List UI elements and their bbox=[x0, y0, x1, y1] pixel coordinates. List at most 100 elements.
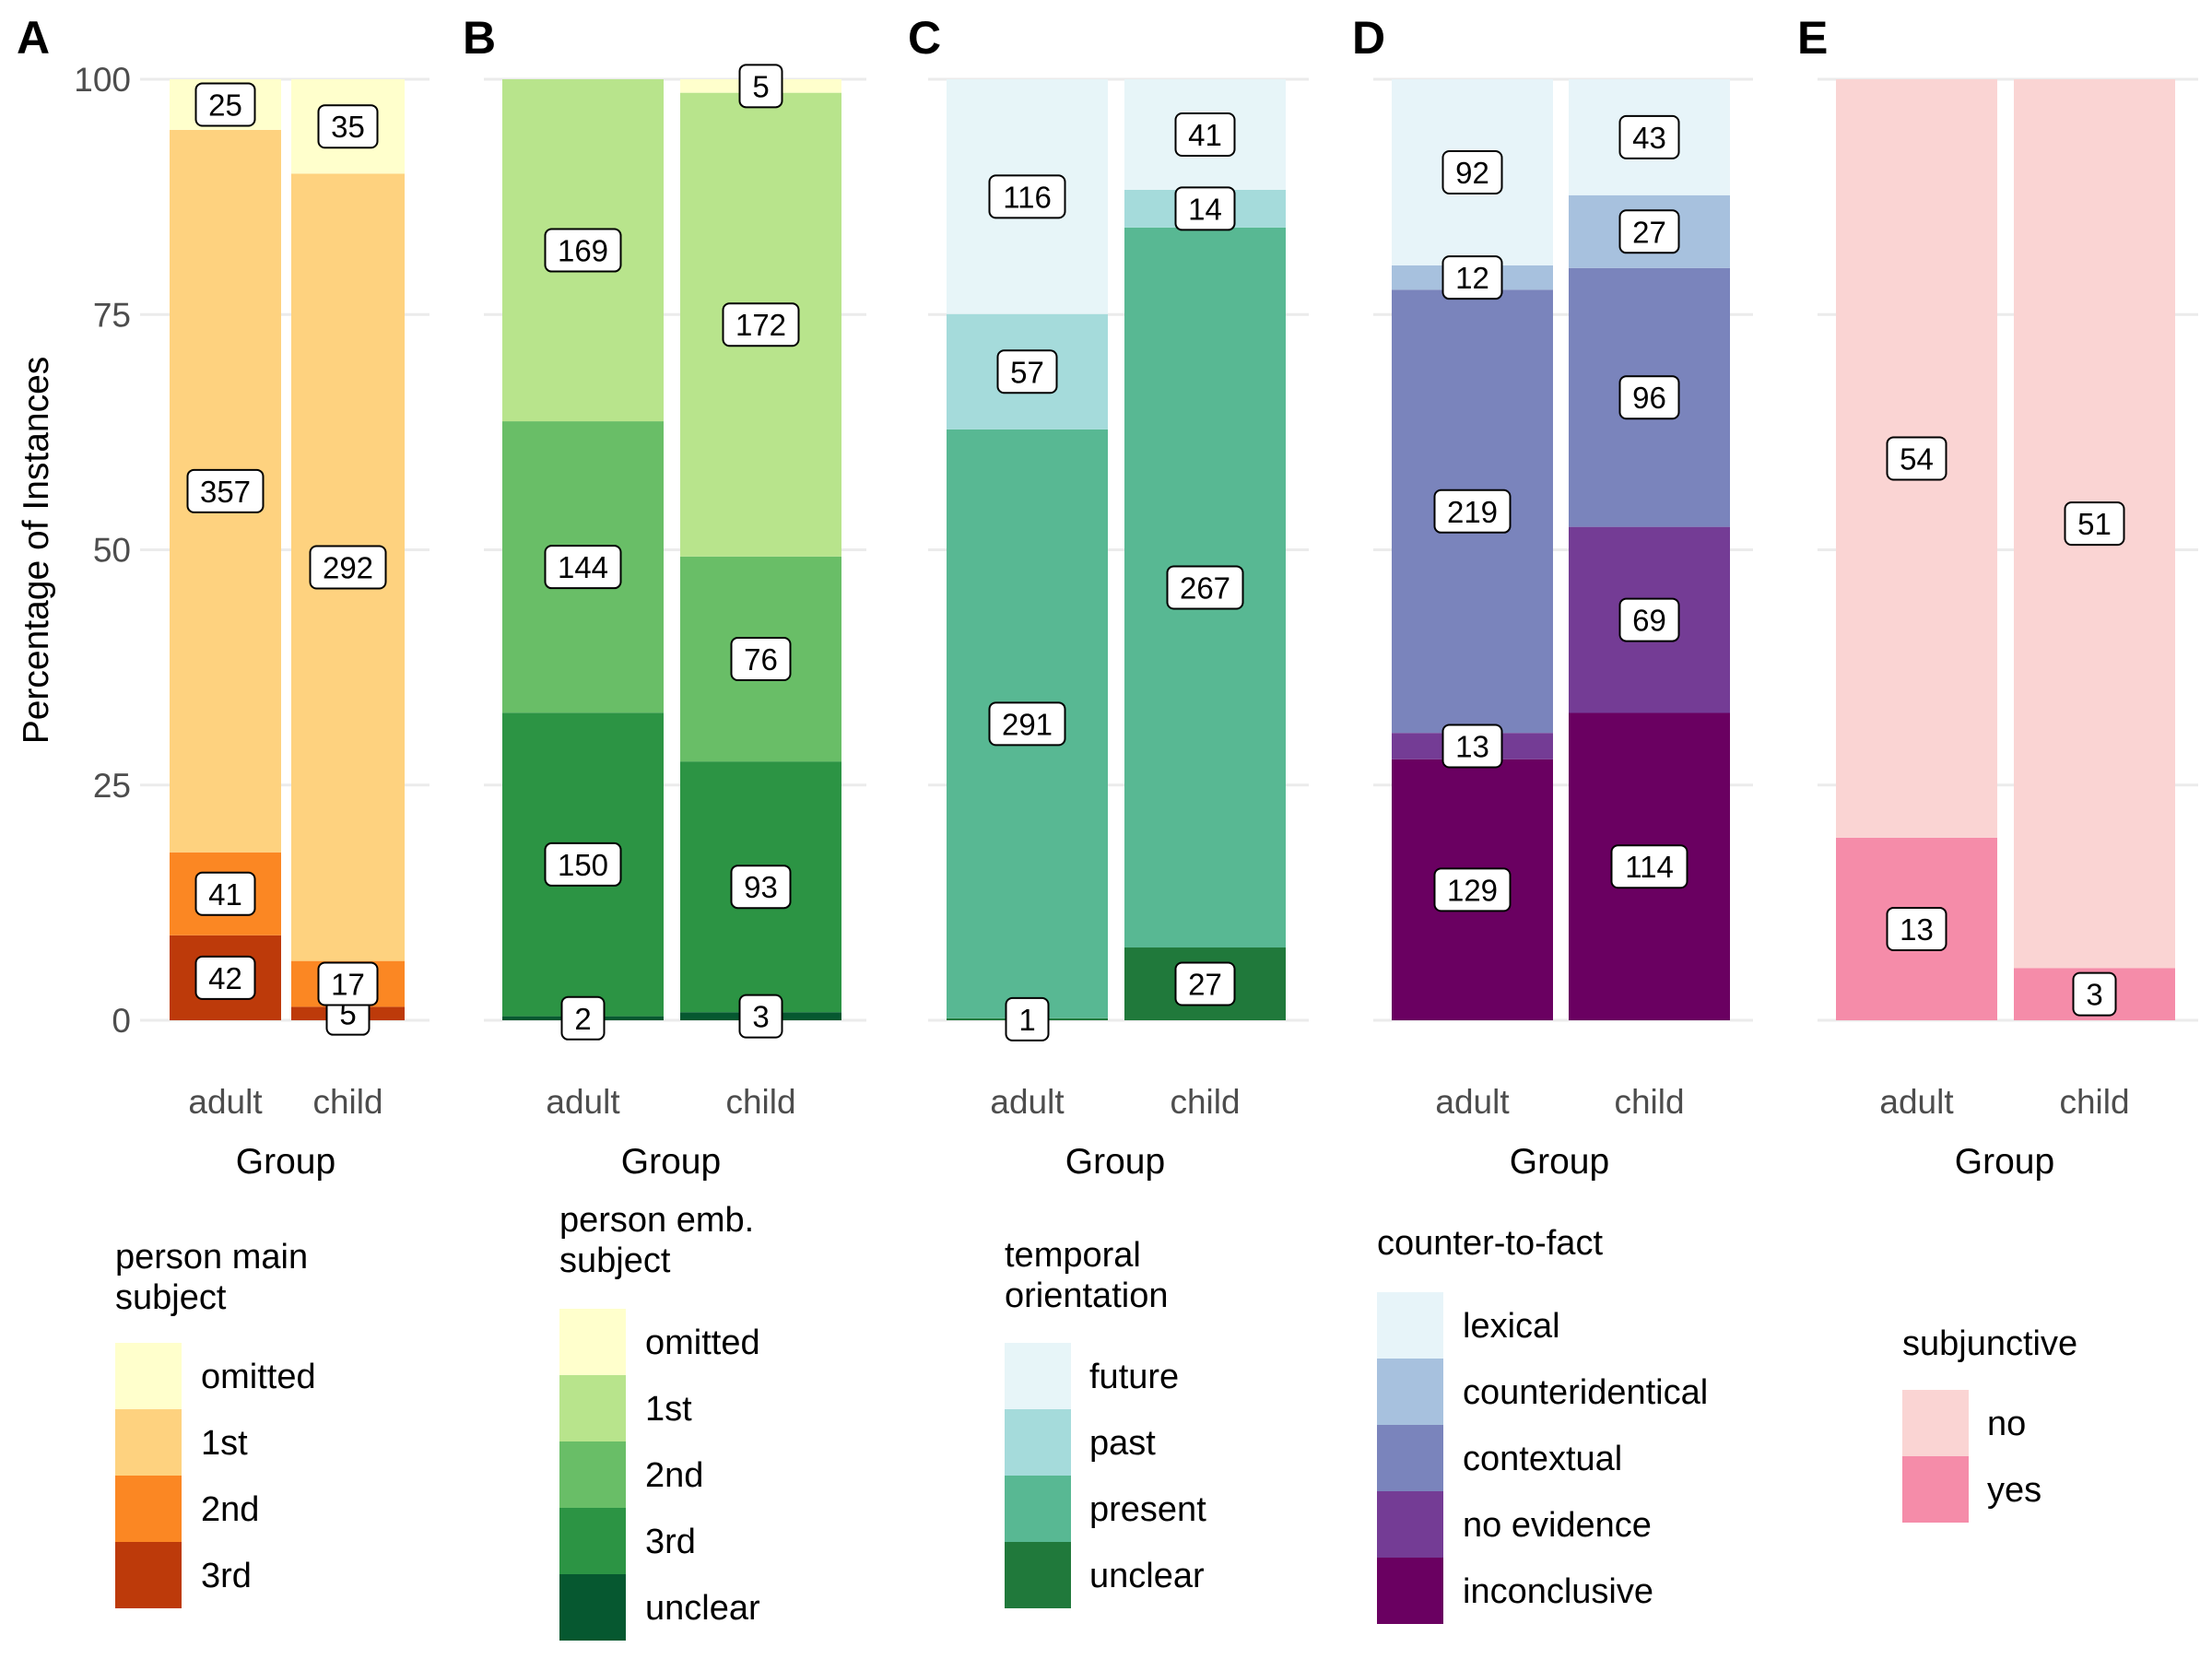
legend-title: temporal orientation bbox=[1005, 1236, 1168, 1315]
svg-text:3: 3 bbox=[2086, 978, 2102, 1012]
legend-key bbox=[1902, 1456, 1969, 1523]
legend-label: present bbox=[1089, 1490, 1206, 1529]
data-label-child-2nd: 17 bbox=[317, 961, 379, 1006]
x-tick-label-child: child bbox=[312, 1083, 382, 1121]
legend-title: subjunctive bbox=[1902, 1324, 2077, 1363]
data-label-child-unclear: 27 bbox=[1174, 961, 1236, 1006]
svg-text:54: 54 bbox=[1900, 441, 1934, 476]
svg-text:144: 144 bbox=[558, 550, 608, 584]
svg-text:2: 2 bbox=[574, 1002, 591, 1036]
data-label-child-1st: 172 bbox=[722, 302, 800, 347]
x-axis-title: Group bbox=[1510, 1142, 1609, 1182]
legend-key bbox=[559, 1574, 626, 1641]
data-label-adult-contextual: 219 bbox=[1433, 488, 1512, 534]
svg-text:12: 12 bbox=[1455, 261, 1489, 295]
y-tick-label: 50 bbox=[93, 532, 131, 570]
data-label-child-yes: 3 bbox=[2072, 971, 2117, 1017]
svg-text:172: 172 bbox=[735, 308, 786, 342]
panel-letter: A bbox=[17, 12, 50, 64]
x-axis-title: Group bbox=[621, 1142, 721, 1182]
svg-text:129: 129 bbox=[1447, 873, 1498, 907]
data-label-adult-no: 54 bbox=[1886, 436, 1947, 481]
svg-text:41: 41 bbox=[208, 877, 242, 912]
x-tick-label-adult: adult bbox=[1879, 1083, 1954, 1121]
legend-label: unclear bbox=[645, 1589, 760, 1628]
data-label-adult-future: 116 bbox=[988, 174, 1066, 219]
svg-text:51: 51 bbox=[2077, 507, 2112, 541]
svg-text:76: 76 bbox=[744, 642, 778, 677]
legend-key bbox=[1377, 1359, 1443, 1425]
data-label-adult-unclear: 2 bbox=[560, 995, 606, 1041]
data-label-child-omitted: 35 bbox=[317, 104, 379, 149]
data-label-adult-3rd: 42 bbox=[194, 955, 256, 1000]
legend: subjunctive no yes bbox=[1902, 1324, 2077, 1523]
x-tick-label-child: child bbox=[1614, 1083, 1684, 1121]
data-label-child-future: 41 bbox=[1174, 112, 1236, 157]
svg-text:57: 57 bbox=[1010, 355, 1044, 389]
legend-label: lexical bbox=[1463, 1307, 1560, 1346]
svg-text:92: 92 bbox=[1455, 156, 1489, 190]
legend-key bbox=[1377, 1558, 1443, 1624]
legend-item-omitted: omitted bbox=[559, 1309, 760, 1375]
legend: person emb. subject omitted 1st 2nd 3rd unclea… bbox=[559, 1201, 760, 1641]
legend-label: 2nd bbox=[645, 1456, 703, 1495]
legend-label: contextual bbox=[1463, 1440, 1622, 1478]
data-label-child-present: 267 bbox=[1166, 565, 1244, 610]
x-axis-title: Group bbox=[1955, 1142, 2054, 1182]
legend-label: counteridentical bbox=[1463, 1373, 1708, 1412]
svg-text:27: 27 bbox=[1632, 215, 1666, 249]
y-tick-label: 25 bbox=[93, 767, 131, 805]
y-axis-title: Percentage of Instances bbox=[17, 357, 56, 745]
legend-label: no bbox=[1987, 1405, 2026, 1443]
legend-item-yes: yes bbox=[1902, 1456, 2041, 1523]
data-label-adult-yes: 13 bbox=[1886, 906, 1947, 951]
legend-key bbox=[115, 1476, 182, 1542]
legend: temporal orientation future past present uncl… bbox=[1005, 1236, 1206, 1608]
legend-label: unclear bbox=[1089, 1557, 1205, 1595]
legend-label: yes bbox=[1987, 1471, 2041, 1510]
data-label-adult-3rd: 150 bbox=[544, 841, 622, 887]
legend-key bbox=[1377, 1425, 1443, 1491]
legend-item-omitted: omitted bbox=[115, 1343, 316, 1409]
legend-key bbox=[1005, 1476, 1071, 1542]
data-label-child-lexical: 43 bbox=[1618, 114, 1680, 159]
legend-item-no: no bbox=[1902, 1390, 2026, 1456]
data-label-child-1st: 292 bbox=[309, 545, 387, 590]
legend-key bbox=[559, 1309, 626, 1375]
y-tick-label: 75 bbox=[93, 296, 131, 334]
legend-label: omitted bbox=[201, 1358, 316, 1396]
svg-text:35: 35 bbox=[331, 110, 365, 144]
data-label-adult-lexical: 92 bbox=[1441, 150, 1503, 195]
legend-key bbox=[115, 1542, 182, 1608]
x-tick-label-child: child bbox=[2059, 1083, 2129, 1121]
legend-item-contextual: contextual bbox=[1377, 1425, 1622, 1491]
svg-text:69: 69 bbox=[1632, 604, 1666, 638]
legend-label: past bbox=[1089, 1424, 1156, 1463]
svg-text:291: 291 bbox=[1002, 707, 1053, 741]
legend-key bbox=[115, 1409, 182, 1476]
legend-key bbox=[1377, 1292, 1443, 1359]
legend-item-present: present bbox=[1005, 1476, 1206, 1542]
data-label-adult-no-evidence: 13 bbox=[1441, 724, 1503, 769]
svg-text:25: 25 bbox=[208, 88, 242, 122]
data-label-adult-2nd: 144 bbox=[544, 545, 622, 590]
legend-item-1st: 1st bbox=[559, 1375, 692, 1441]
svg-text:150: 150 bbox=[558, 848, 608, 882]
legend-item-2nd: 2nd bbox=[115, 1476, 259, 1542]
data-label-child-3rd: 93 bbox=[730, 865, 792, 910]
data-label-adult-omitted: 25 bbox=[194, 82, 256, 127]
legend-item-3rd: 3rd bbox=[115, 1542, 252, 1608]
legend-title: person main subject bbox=[115, 1238, 308, 1317]
legend-label: 1st bbox=[645, 1390, 692, 1429]
svg-text:13: 13 bbox=[1900, 912, 1934, 947]
svg-text:41: 41 bbox=[1188, 118, 1222, 152]
legend-item-inconclusive: inconclusive bbox=[1377, 1558, 1653, 1624]
svg-text:169: 169 bbox=[558, 234, 608, 268]
panel-letter: E bbox=[1797, 12, 1828, 64]
svg-text:42: 42 bbox=[208, 961, 242, 995]
legend-key bbox=[559, 1441, 626, 1508]
